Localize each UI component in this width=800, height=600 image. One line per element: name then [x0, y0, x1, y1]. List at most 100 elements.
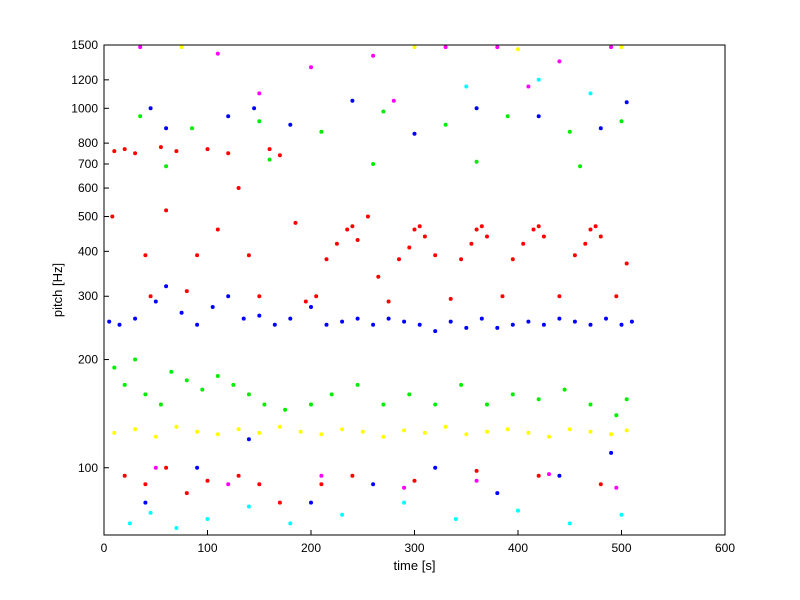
data-point [360, 429, 365, 434]
data-point [464, 432, 469, 437]
data-point [609, 450, 614, 455]
data-point [386, 316, 391, 321]
data-point [464, 84, 469, 89]
data-point [402, 485, 407, 490]
y-tick-label: 1000 [71, 101, 98, 115]
y-tick-label: 100 [78, 461, 98, 475]
data-point [448, 296, 453, 301]
data-point [257, 294, 262, 299]
data-point [598, 482, 603, 487]
data-point [624, 428, 629, 433]
data-point [143, 253, 148, 258]
y-tick-label: 200 [78, 353, 98, 367]
data-point [433, 253, 438, 258]
y-tick-label: 800 [78, 136, 98, 150]
data-point [148, 106, 153, 111]
data-point [474, 478, 479, 483]
data-point [417, 322, 422, 327]
data-point [536, 77, 541, 82]
data-point [319, 473, 324, 478]
data-point [365, 214, 370, 219]
data-point [619, 45, 624, 50]
data-point [184, 289, 189, 294]
data-point [407, 245, 412, 250]
data-point [536, 224, 541, 229]
data-point [485, 234, 489, 239]
data-point [567, 521, 572, 526]
x-tick-label: 500 [611, 541, 631, 555]
data-point [422, 430, 427, 435]
data-point [277, 424, 282, 429]
data-point [572, 253, 577, 258]
data-point [614, 294, 619, 299]
data-point [448, 319, 453, 324]
data-point [355, 382, 360, 387]
data-point [500, 294, 505, 299]
data-point [402, 428, 407, 433]
data-point [417, 224, 422, 229]
data-point [133, 151, 138, 156]
data-point [236, 186, 241, 190]
data-point [495, 325, 500, 330]
data-point [536, 473, 541, 478]
data-point [138, 114, 143, 119]
data-point [340, 512, 345, 517]
data-point [604, 316, 608, 321]
data-point [624, 100, 629, 105]
data-point [169, 369, 174, 374]
data-point [547, 434, 551, 439]
data-point [236, 427, 241, 432]
data-point [334, 241, 339, 246]
data-point [588, 322, 593, 327]
data-point [614, 413, 619, 418]
data-point [215, 432, 220, 437]
data-point [138, 45, 143, 50]
data-point [319, 482, 324, 487]
data-point [624, 397, 629, 402]
data-point [283, 407, 288, 412]
y-axis: 100 200 300 400 500 600 700 800 1000 1200 1500 [71, 38, 109, 475]
data-point [376, 274, 381, 279]
data-point [148, 294, 153, 299]
y-tick-label: 600 [78, 181, 98, 195]
data-point [355, 316, 360, 321]
data-point [510, 257, 515, 262]
data-point [459, 257, 464, 262]
data-point [495, 45, 500, 50]
data-point [241, 316, 246, 321]
data-point [215, 51, 220, 56]
data-point [567, 129, 572, 134]
data-point [257, 313, 262, 318]
data-point [443, 45, 448, 50]
data-point [588, 402, 593, 407]
data-point [205, 478, 210, 483]
data-point [588, 227, 593, 232]
data-point [122, 473, 127, 478]
data-point [298, 429, 303, 434]
x-tick-label: 400 [508, 541, 528, 555]
data-point [215, 374, 220, 378]
data-point [381, 434, 386, 439]
data-point [443, 122, 448, 127]
data-point [541, 234, 546, 239]
data-point [510, 392, 515, 397]
data-point [314, 294, 319, 299]
data-point [143, 500, 148, 505]
data-point [117, 322, 122, 327]
data-point [174, 424, 179, 429]
data-point [521, 241, 526, 246]
data-point [319, 129, 324, 134]
data-point [557, 473, 562, 478]
data-point [340, 427, 345, 432]
data-point [205, 517, 210, 521]
data-point [309, 402, 313, 407]
data-point [479, 224, 484, 229]
data-point [598, 126, 603, 131]
data-point [110, 214, 115, 219]
plot-marks [107, 45, 634, 530]
y-tick-label: 1200 [71, 73, 98, 87]
data-point [303, 299, 308, 304]
y-tick-label: 700 [78, 157, 98, 171]
data-point [309, 65, 313, 70]
data-point [153, 465, 158, 470]
